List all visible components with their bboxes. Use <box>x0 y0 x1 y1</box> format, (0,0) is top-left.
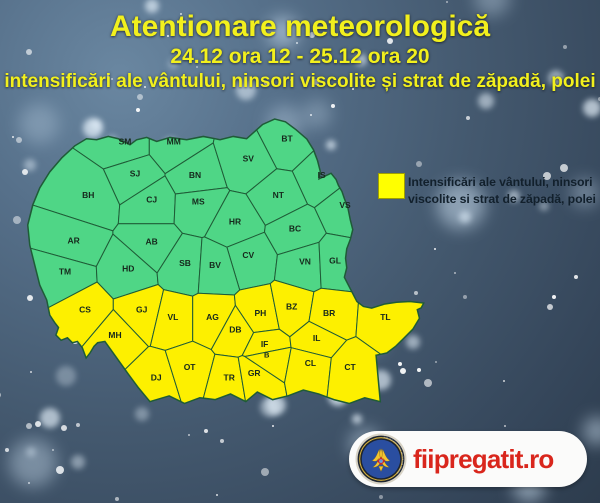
svg-text:BC: BC <box>289 223 301 233</box>
svg-text:GL: GL <box>329 255 341 265</box>
svg-text:DJ: DJ <box>151 372 162 382</box>
svg-text:OT: OT <box>184 362 197 372</box>
svg-text:SV: SV <box>243 153 255 163</box>
svg-text:MS: MS <box>192 197 205 207</box>
svg-text:MM: MM <box>167 137 181 147</box>
svg-text:SM: SM <box>119 137 132 147</box>
svg-text:IF: IF <box>261 339 269 349</box>
svg-text:TR: TR <box>224 372 235 382</box>
svg-text:BV: BV <box>209 260 221 270</box>
svg-text:TM: TM <box>59 267 71 277</box>
svg-text:CV: CV <box>242 250 254 260</box>
svg-text:B: B <box>264 351 270 360</box>
svg-text:CS: CS <box>79 305 91 315</box>
svg-text:VN: VN <box>299 257 311 267</box>
svg-text:BH: BH <box>82 190 94 200</box>
svg-text:BN: BN <box>189 170 201 180</box>
svg-text:NT: NT <box>273 190 285 200</box>
svg-text:VS: VS <box>339 200 351 210</box>
svg-text:HR: HR <box>229 217 241 227</box>
svg-text:AR: AR <box>68 235 80 245</box>
svg-text:CL: CL <box>305 358 316 368</box>
svg-text:SJ: SJ <box>130 169 141 179</box>
svg-text:MH: MH <box>108 330 121 340</box>
svg-text:BT: BT <box>281 133 293 143</box>
svg-text:GJ: GJ <box>136 305 148 315</box>
svg-text:DB: DB <box>229 325 241 335</box>
svg-text:VL: VL <box>167 312 178 322</box>
svg-text:BZ: BZ <box>286 302 297 312</box>
svg-text:TL: TL <box>380 312 390 322</box>
svg-text:IS: IS <box>318 170 326 180</box>
svg-text:AB: AB <box>146 237 158 247</box>
svg-text:GR: GR <box>248 368 261 378</box>
svg-text:HD: HD <box>122 263 134 273</box>
svg-text:CT: CT <box>344 362 356 372</box>
svg-text:SB: SB <box>179 258 191 268</box>
svg-text:PH: PH <box>254 308 266 318</box>
svg-text:AG: AG <box>206 312 219 322</box>
svg-text:CJ: CJ <box>146 195 157 205</box>
svg-text:IL: IL <box>313 333 321 343</box>
svg-text:BR: BR <box>323 308 335 318</box>
